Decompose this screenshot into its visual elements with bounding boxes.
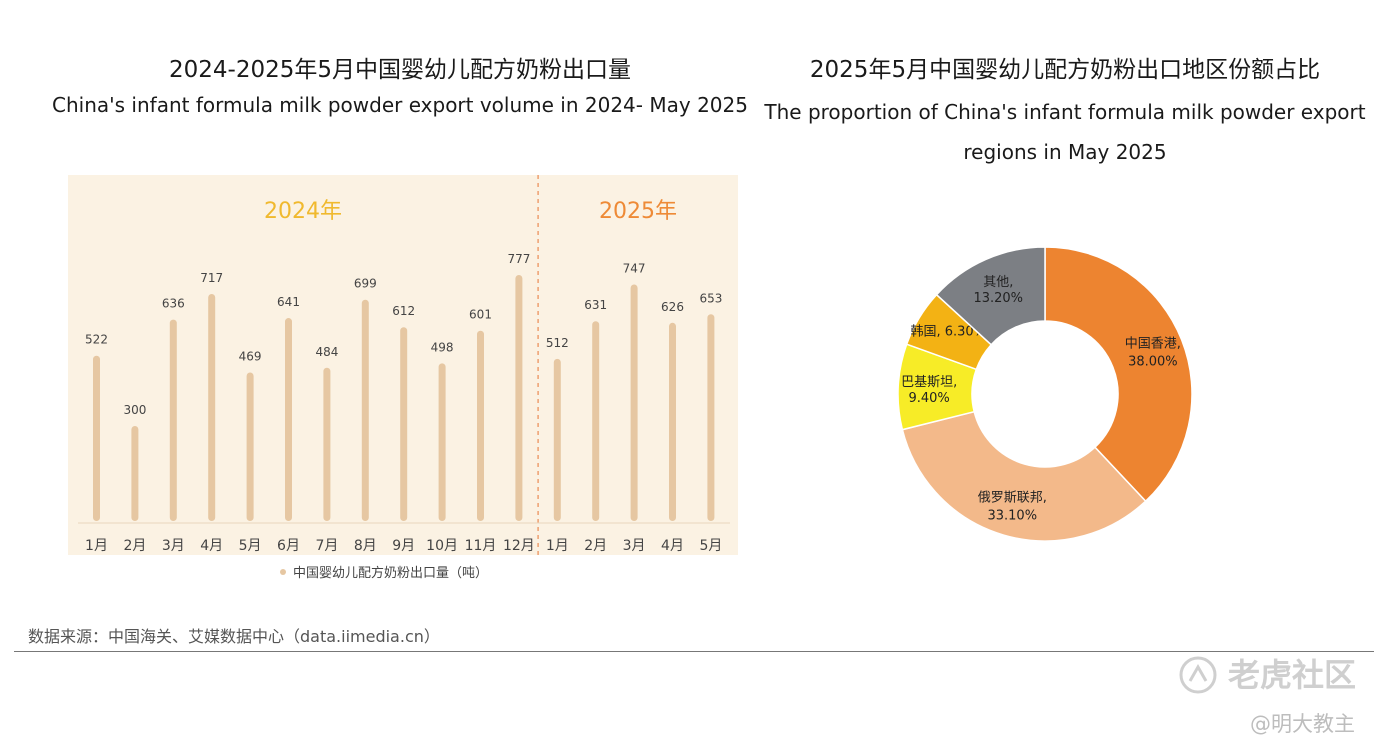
- x-tick-label: 6月: [277, 538, 300, 554]
- bar: [131, 426, 139, 521]
- bar: [630, 284, 638, 521]
- bar: [246, 372, 254, 521]
- watermark-logo-icon: [1179, 656, 1217, 694]
- bar-value-label: 300: [123, 403, 146, 417]
- bar-chart-title-en: China's infant formula milk powder expor…: [52, 93, 748, 117]
- donut-slice: [901, 410, 1147, 542]
- donut-slice: [935, 246, 1046, 346]
- bar-chart: 2024年 2025年 522 1月 300 2月 636 3月 717 4月 469 5月 641 6月…: [68, 175, 738, 581]
- x-tick-label: 3月: [162, 538, 185, 554]
- x-tick-label: 5月: [239, 538, 262, 554]
- bar: [438, 363, 446, 521]
- bar-value-label: 777: [507, 252, 530, 266]
- bar-value-label: 653: [699, 291, 722, 305]
- bar: [93, 355, 100, 521]
- x-tick-label: 5月: [699, 538, 722, 554]
- bar: [669, 322, 676, 521]
- bar: [323, 367, 331, 521]
- bar: [169, 319, 177, 521]
- slice-label: 其他, 13.20%: [973, 275, 1023, 306]
- bar: [707, 314, 715, 521]
- bar-value-label: 636: [162, 297, 185, 311]
- bar-chart-title-cn: 2024-2025年5月中国婴幼儿配方奶粉出口量: [169, 57, 631, 83]
- x-tick-label: 4月: [200, 538, 223, 554]
- slice-label: 巴基斯坦, 9.40%: [901, 375, 957, 406]
- slice-label: 中国香港, 38.00%: [1125, 336, 1181, 369]
- bar: [592, 321, 600, 521]
- x-tick-label: 12月: [503, 538, 535, 554]
- bar-value-label: 631: [584, 298, 607, 312]
- year-label-2024: 2024年: [264, 199, 342, 224]
- legend-label: 中国婴幼儿配方奶粉出口量（吨）: [293, 565, 488, 581]
- bar-value-label: 469: [239, 350, 262, 364]
- x-tick-label: 3月: [623, 538, 646, 554]
- bar: [285, 318, 292, 521]
- bar-value-label: 641: [277, 295, 300, 309]
- watermark-brand: 老虎社区: [1228, 656, 1357, 694]
- x-tick-label: 9月: [392, 538, 415, 554]
- bar-value-label: 747: [623, 261, 646, 275]
- x-tick-label: 11月: [465, 538, 497, 554]
- bar: [553, 358, 561, 521]
- x-tick-label: 7月: [315, 538, 338, 554]
- donut-chart-title-en: The proportion of China's infant formula…: [764, 100, 1366, 164]
- x-tick-label: 8月: [354, 538, 377, 554]
- x-tick-label: 1月: [546, 538, 569, 554]
- data-source-note: 数据来源：中国海关、艾媒数据中心（data.iimedia.cn）: [28, 627, 440, 646]
- bar: [361, 299, 369, 521]
- x-tick-label: 10月: [426, 538, 458, 554]
- bar: [477, 330, 484, 521]
- x-tick-label: 2月: [123, 538, 146, 554]
- bar-value-label: 498: [431, 340, 454, 354]
- bar-value-label: 699: [354, 277, 377, 291]
- bar: [208, 293, 216, 521]
- donut-slice: [1044, 246, 1193, 503]
- bar-value-label: 522: [85, 333, 108, 347]
- slice-label: 俄罗斯联邦, 33.10%: [978, 490, 1047, 523]
- bar-value-label: 601: [469, 308, 492, 322]
- bar: [515, 275, 523, 521]
- year-label-2025: 2025年: [599, 199, 677, 224]
- slice-label: 韩国, 6.30%: [910, 325, 986, 340]
- bar-value-label: 626: [661, 300, 684, 314]
- donut-chart: 中国香港, 38.00% 俄罗斯联邦, 33.10% 巴基斯坦, 9.40% 韩国, 6.3…: [897, 246, 1193, 542]
- x-tick-label: 2月: [584, 538, 607, 554]
- bar-value-label: 717: [200, 271, 223, 285]
- x-tick-label: 4月: [661, 538, 684, 554]
- bar-value-label: 612: [392, 304, 415, 318]
- donut-chart-title-cn: 2025年5月中国婴幼儿配方奶粉出口地区份额占比: [809, 57, 1321, 83]
- bar: [400, 327, 408, 521]
- x-tick-label: 1月: [85, 538, 108, 554]
- legend-marker: [280, 569, 286, 575]
- bar-value-label: 484: [315, 345, 338, 359]
- watermark-author: @明大教主: [1250, 712, 1355, 736]
- footer-divider: [14, 651, 1374, 652]
- bar-value-label: 512: [546, 336, 569, 350]
